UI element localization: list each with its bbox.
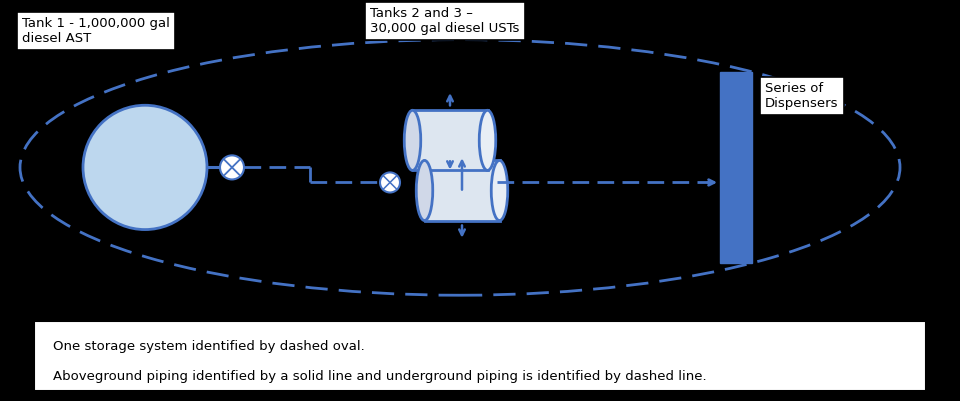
Ellipse shape bbox=[417, 160, 433, 221]
Text: One storage system identified by dashed oval.: One storage system identified by dashed … bbox=[53, 340, 365, 353]
Bar bbox=[720, 72, 752, 263]
Text: Aboveground piping identified by a solid line and underground piping is identifi: Aboveground piping identified by a solid… bbox=[53, 370, 707, 383]
Ellipse shape bbox=[479, 110, 495, 170]
Ellipse shape bbox=[404, 110, 420, 170]
Ellipse shape bbox=[492, 160, 508, 221]
Text: Tanks 2 and 3 –
30,000 gal diesel USTs: Tanks 2 and 3 – 30,000 gal diesel USTs bbox=[370, 7, 519, 35]
Circle shape bbox=[380, 172, 400, 192]
Text: Series of
Dispensers: Series of Dispensers bbox=[765, 82, 838, 110]
Circle shape bbox=[220, 156, 244, 180]
Text: Tank 1 - 1,000,000 gal
diesel AST: Tank 1 - 1,000,000 gal diesel AST bbox=[22, 17, 170, 45]
FancyBboxPatch shape bbox=[34, 321, 926, 391]
Circle shape bbox=[83, 105, 207, 229]
Bar bbox=[424, 160, 499, 221]
Bar bbox=[413, 110, 488, 170]
